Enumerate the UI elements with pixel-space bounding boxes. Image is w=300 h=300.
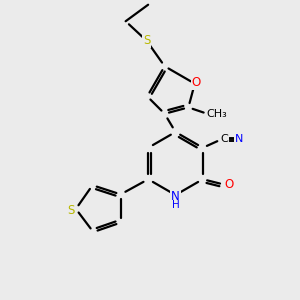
Text: CH₃: CH₃ [206,109,227,119]
Text: O: O [192,76,201,88]
Text: O: O [224,178,233,191]
Text: S: S [67,204,74,217]
Text: S: S [143,34,150,47]
Text: N: N [235,134,243,144]
Text: C: C [220,134,228,144]
Text: N: N [171,190,180,203]
Text: H: H [172,200,180,211]
